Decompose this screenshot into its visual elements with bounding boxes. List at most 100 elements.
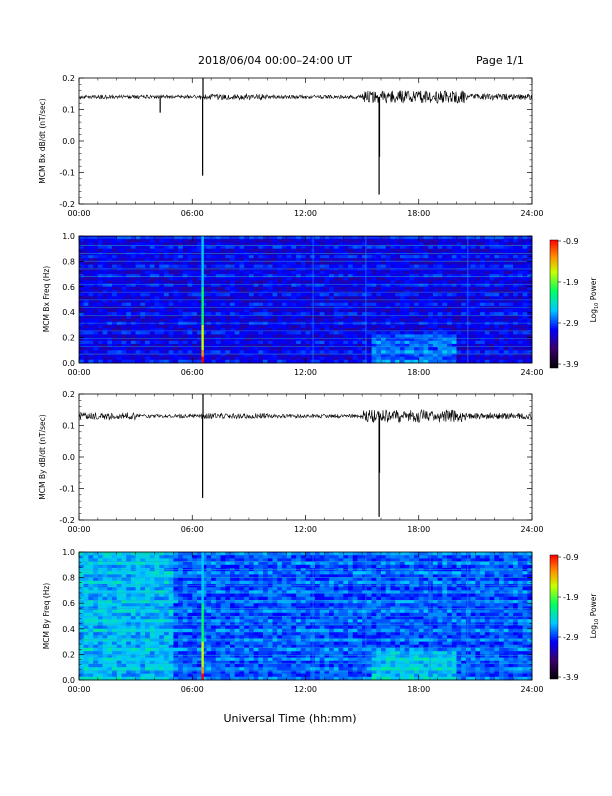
spectrogram-cell [362,319,367,323]
spectrogram-cell [301,261,306,265]
spectrogram-cell [88,350,93,354]
spectrogram-cell [249,255,254,259]
spectrogram-cell [475,331,480,335]
spectrogram-cell [183,581,188,585]
spectrogram-cell [334,265,339,269]
spectrogram-cell [188,322,193,326]
spectrogram-cell [282,309,287,313]
spectrogram-cell [254,271,259,275]
spectrogram-cell [447,277,452,281]
spectrogram-cell [485,293,490,297]
spectrogram-cell [296,271,301,275]
spectrogram-cell [419,338,424,342]
spectrogram-cell [499,268,504,272]
spectrogram-cell [117,584,122,588]
spectrogram-cell [372,562,377,566]
spectrogram-cell [353,249,358,253]
spectrogram-cell [390,296,395,300]
spectrogram-cell [438,357,443,361]
spectrogram-cell [155,246,160,250]
spectrogram-cell [103,239,108,243]
spectrogram-cell [273,319,278,323]
spectrogram-cell [117,565,122,569]
spectrogram-cell [381,322,386,326]
spectrogram-cell [126,296,131,300]
spectrogram-cell [447,287,452,291]
spectrogram-cell [357,338,362,342]
spectrogram-cell [254,239,259,243]
spectrogram-cell [362,293,367,297]
spectrogram-cell [306,249,311,253]
spectrogram-cell [414,319,419,323]
spectrogram-cell [315,338,320,342]
spectrogram-cell [339,581,344,585]
spectrogram-cell [376,309,381,313]
spectrogram-cell [409,290,414,294]
spectrogram-cell [225,277,230,281]
spectrogram-cell [471,350,476,354]
spectrogram-cell [329,268,334,272]
spectrogram-cell [277,268,282,272]
spectrogram-cell [249,265,254,269]
spectrogram-cell [183,331,188,335]
x-tick-label: 06:00 [181,209,204,218]
spectrogram-cell [79,277,84,281]
spectrogram-cell [112,239,117,243]
spectrogram-cell [367,341,372,345]
spectrogram-cell [367,347,372,351]
spectrogram-cell [372,341,377,345]
spectrogram-cell [494,319,499,323]
spectrogram-cell [178,347,183,351]
spectrogram-cell [357,578,362,582]
spectrogram-cell [249,293,254,297]
spectrogram-cell [485,334,490,338]
spectrogram-cell [494,296,499,300]
spectrogram-cell [230,338,235,342]
spectrogram-cell [122,271,127,275]
spectrogram-cell [84,325,89,329]
spectrogram-cell [287,261,292,265]
spectrogram-cell [339,357,344,361]
spectrogram-cell [112,571,117,575]
spectrogram-cell [291,344,296,348]
spectrogram-cell [221,280,226,284]
spectrogram-cell [254,319,259,323]
spectrogram-cell [428,274,433,278]
spectrogram-cell [239,357,244,361]
spectrogram-cell [400,347,405,351]
spectrogram-cell [122,261,127,265]
spectrogram-cell [273,347,278,351]
colorbar-1: -0.9 -1.9 -2.9 -3.9 Log10 Power [550,237,600,369]
spectrogram-cell [173,268,178,272]
spectrogram-cell [362,338,367,342]
spectrogram-cell [140,578,145,582]
spectrogram-cell [343,315,348,319]
spectrogram-cell [107,584,112,588]
spectrogram-cell [376,322,381,326]
spectrogram-cell [424,357,429,361]
spectrogram-cell [88,293,93,297]
spectrogram-cell [362,578,367,582]
y-tick-label: 0.4 [62,308,75,317]
spectrogram-cell [98,331,103,335]
spectrogram-cell [277,319,282,323]
spectrogram-cell [145,315,150,319]
spectrogram-cell [287,347,292,351]
spectrogram-cell [136,319,141,323]
spectrogram-cell [103,555,108,559]
spectrogram-cell [414,239,419,243]
spectrogram-cell [192,293,197,297]
spectrogram-cell [103,287,108,291]
spectrogram-cell [419,271,424,275]
spectrogram-cell [339,347,344,351]
spectrogram-cell [103,268,108,272]
spectrogram-cell [362,268,367,272]
spectrogram-cell [485,268,490,272]
bx-spectrogram-ylabel: MCM Bx Freq (Hz) [42,266,51,332]
spectrogram-cell [183,344,188,348]
spectrogram-cell [348,338,353,342]
spectrogram-cell [296,555,301,559]
spectrogram-cell [183,249,188,253]
spectrogram-cell [334,249,339,253]
spectrogram-cell [306,246,311,250]
